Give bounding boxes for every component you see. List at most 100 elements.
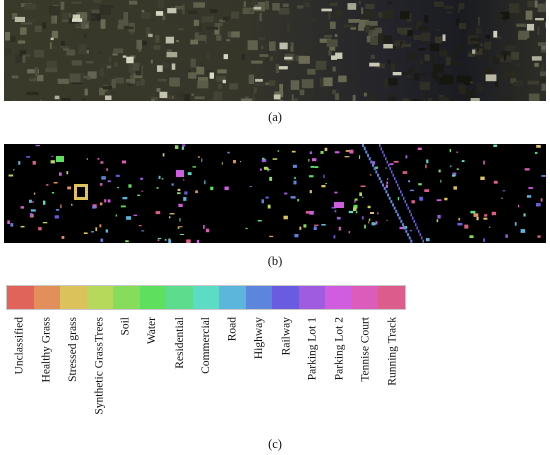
building-patch	[216, 75, 226, 82]
building-patch	[418, 25, 429, 32]
building-patch	[421, 32, 431, 42]
bright-roof	[72, 14, 80, 21]
building-patch	[280, 99, 283, 101]
building-patch	[11, 13, 18, 20]
building-patch	[540, 71, 546, 77]
building-patch	[201, 16, 214, 23]
building-patch	[150, 59, 153, 64]
building-patch	[312, 18, 315, 23]
building-patch	[432, 71, 438, 79]
building-patch	[388, 78, 398, 86]
building-patch	[387, 59, 391, 64]
legend-swatch	[245, 286, 273, 309]
class-pixel	[83, 232, 88, 234]
class-pixel	[336, 216, 341, 220]
building-patch	[63, 48, 70, 51]
class-pixel	[426, 159, 429, 164]
bright-roof	[171, 63, 176, 70]
legend-swatch	[33, 286, 61, 309]
class-pixel	[196, 239, 200, 243]
building-patch	[213, 91, 223, 101]
highway-pixel	[397, 213, 399, 217]
railway-pixel	[382, 150, 384, 154]
building-patch	[275, 63, 280, 74]
class-pixel	[493, 144, 497, 147]
building-patch	[384, 79, 389, 89]
building-patch	[111, 79, 116, 89]
building-patch	[365, 3, 375, 9]
class-pixel	[38, 227, 42, 231]
class-pixel	[362, 196, 364, 198]
class-pixel	[523, 213, 526, 217]
class-pixel	[354, 200, 356, 203]
building-patch	[90, 13, 101, 21]
class-pixel	[59, 172, 62, 176]
building-patch	[7, 76, 20, 82]
railway-pixel	[410, 213, 412, 217]
building-patch	[197, 80, 209, 89]
building-patch	[45, 67, 58, 73]
building-patch	[114, 62, 118, 68]
building-patch	[129, 0, 138, 5]
building-patch	[323, 77, 333, 86]
legend-label-text: Unclassified	[13, 317, 26, 375]
building-patch	[421, 73, 426, 76]
bright-roof	[470, 98, 480, 101]
class-pixel	[86, 158, 88, 160]
class-pixel	[417, 147, 422, 150]
building-patch	[483, 47, 488, 55]
railway-pixel	[395, 180, 397, 184]
highway-pixel	[362, 144, 364, 147]
building-patch	[525, 10, 533, 20]
building-patch	[193, 19, 200, 26]
building-patch	[106, 65, 112, 69]
class-pixel	[409, 230, 413, 232]
class-pixel	[354, 198, 358, 201]
class-pixel	[299, 226, 302, 230]
building-patch	[445, 56, 451, 66]
building-patch	[300, 47, 304, 55]
class-pixel	[137, 194, 141, 196]
building-patch	[22, 54, 31, 57]
building-patch	[438, 96, 450, 101]
class-pixel	[158, 175, 161, 179]
building-patch	[539, 75, 546, 83]
building-patch	[482, 50, 486, 57]
building-patch	[197, 40, 206, 50]
building-patch	[269, 56, 273, 61]
building-patch	[27, 69, 39, 74]
building-patch	[34, 25, 42, 33]
class-pixel	[32, 160, 36, 165]
class-pixel	[502, 190, 506, 192]
building-patch	[82, 21, 90, 25]
building-patch	[541, 83, 546, 91]
building-patch	[329, 21, 336, 29]
building-patch	[180, 92, 185, 99]
class-pixel	[51, 155, 54, 157]
class-pixel	[514, 222, 517, 226]
class-pixel	[344, 156, 350, 158]
building-patch	[287, 98, 293, 101]
class-pixel	[369, 174, 372, 176]
class-pixel	[409, 189, 414, 192]
class-pixel	[371, 222, 376, 226]
building-patch	[518, 33, 527, 40]
legend-label-text: Synthetic GrassTrees	[93, 317, 106, 415]
class-pixel	[181, 146, 184, 150]
building-patch	[232, 62, 238, 69]
building-patch	[463, 75, 472, 86]
building-patch	[304, 2, 310, 8]
building-patch	[251, 0, 259, 5]
building-patch	[538, 42, 546, 46]
building-patch	[420, 59, 424, 64]
class-pixel	[176, 170, 184, 177]
building-patch	[382, 9, 394, 19]
building-patch	[158, 78, 167, 82]
building-patch	[282, 3, 289, 8]
building-patch	[84, 88, 88, 96]
building-patch	[290, 42, 294, 52]
building-patch	[458, 3, 465, 10]
railway-pixel	[403, 196, 405, 200]
building-patch	[348, 19, 360, 23]
class-pixel	[20, 225, 25, 228]
